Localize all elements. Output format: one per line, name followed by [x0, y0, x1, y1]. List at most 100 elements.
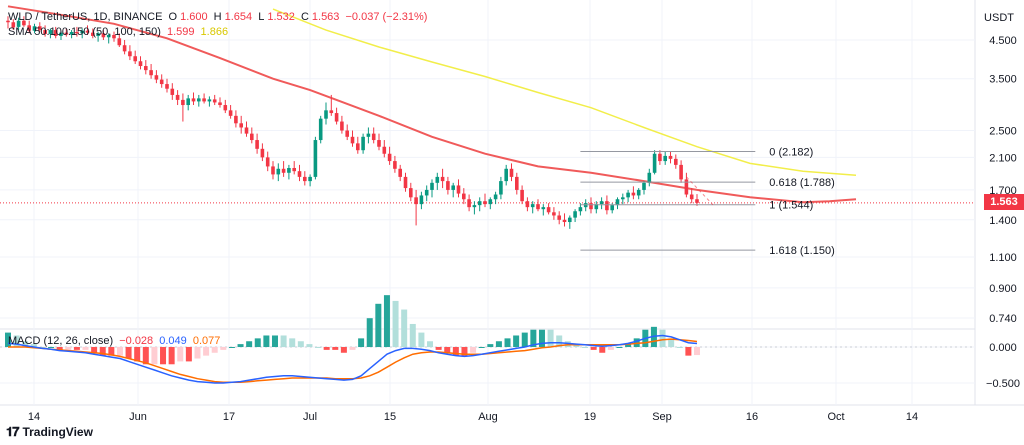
macd-histogram-bar: [444, 347, 451, 353]
tradingview-logo[interactable]: 𝟏𝟕 TradingView: [6, 424, 93, 440]
macd-histogram-bar: [168, 347, 175, 365]
macd-histogram-bar: [237, 344, 244, 347]
candle-body: [440, 176, 445, 182]
macd-histogram-bar: [495, 341, 502, 347]
candle-body: [191, 98, 196, 102]
candle-body: [144, 66, 148, 71]
candle-body: [255, 140, 259, 149]
candle-body: [345, 130, 349, 137]
time-tick-label: Jul: [303, 411, 317, 423]
candle-body: [276, 168, 281, 175]
sma-legend[interactable]: SMA 50:100:150 (50, 100, 150) 1.599 1.86…: [8, 25, 231, 39]
macd-histogram-bar: [513, 335, 520, 347]
candle-body: [297, 171, 302, 177]
candle-body: [684, 179, 689, 195]
candle-body: [318, 118, 323, 141]
candle-body: [658, 153, 662, 162]
candles: [6, 16, 699, 229]
candle-body: [313, 140, 318, 177]
candle-body: [371, 133, 376, 141]
candle-body: [483, 201, 487, 205]
candle-body: [403, 176, 408, 189]
candle-body: [48, 30, 53, 34]
candle-body: [117, 38, 122, 46]
macd-histogram-bar: [659, 329, 666, 347]
macd-histogram-bar: [625, 344, 632, 347]
sma100-value: 1.866: [200, 26, 229, 38]
macd-histogram-bar: [116, 347, 123, 356]
macd-legend[interactable]: MACD (12, 26, close) −0.028 0.049 0.077: [8, 334, 223, 348]
candle-body: [430, 182, 434, 190]
macd-histogram-bar: [91, 347, 98, 353]
candle-body: [435, 176, 440, 183]
macd-histogram-bar: [5, 332, 11, 347]
candle-body: [674, 158, 678, 165]
macd-histogram-bar: [151, 347, 158, 365]
symbol-name[interactable]: WLD / TetherUS, 1D, BINANCE: [8, 11, 163, 23]
candle-body: [292, 167, 296, 172]
candle-body: [106, 34, 111, 38]
candle-body: [573, 211, 577, 218]
candle-body: [589, 203, 593, 210]
time-tick-label: Jun: [129, 411, 147, 423]
macd-histogram-bar: [530, 329, 537, 347]
tradingview-logo-icon: 𝟏𝟕: [6, 424, 20, 439]
price-tick-label: 0.740: [989, 313, 1017, 325]
candle-body: [424, 189, 429, 196]
sma-label[interactable]: SMA 50:100:150 (50, 100, 150): [8, 26, 161, 38]
candle-body: [154, 75, 159, 80]
price-tick-label: 1.700: [989, 185, 1017, 197]
candle-body: [562, 219, 567, 223]
candle-body: [159, 79, 164, 85]
macd-histogram-bar: [607, 347, 614, 350]
open-value: 1.600: [180, 11, 208, 23]
macd-histogram-bar: [220, 347, 227, 350]
candle-body: [303, 176, 307, 182]
time-tick-label: 19: [584, 411, 596, 423]
macd-histogram-bar: [99, 347, 106, 356]
candle-body: [170, 88, 175, 95]
macd-line: [7, 334, 698, 384]
macd-histogram-bar: [573, 344, 580, 347]
macd-histogram-bar: [375, 303, 382, 347]
candle-body: [419, 195, 424, 205]
brand-name: TradingView: [22, 425, 93, 439]
macd-histogram-bar: [582, 347, 589, 348]
symbol-legend: WLD / TetherUS, 1D, BINANCE O 1.600 H 1.65…: [8, 10, 430, 24]
time-tick-label: 14: [906, 411, 918, 423]
macd-histogram-bar: [211, 347, 218, 353]
macd-histogram-bar: [185, 347, 192, 362]
macd-histogram-bar: [590, 347, 597, 350]
candle-body: [520, 189, 524, 202]
macd-histogram-bar: [203, 347, 210, 356]
macd-histogram-bar: [332, 347, 339, 350]
candle-body: [16, 20, 21, 27]
macd-histogram-bar: [246, 341, 253, 347]
candle-body: [281, 168, 286, 173]
fib-level-label: 0.618 (1.788): [769, 177, 834, 189]
price-tick-label: 4.500: [989, 35, 1017, 47]
candle-body: [477, 201, 482, 206]
candle-body: [462, 193, 466, 200]
candle-body: [615, 199, 620, 206]
candle-body: [621, 197, 625, 200]
candle-body: [377, 140, 381, 147]
candle-body: [308, 176, 312, 182]
macd-tick-label: 0.000: [989, 342, 1017, 354]
candle-body: [181, 99, 185, 106]
macd-label[interactable]: MACD (12, 26, close): [8, 335, 114, 347]
macd-histogram-bar: [108, 347, 115, 356]
macd-histogram-bar: [435, 347, 442, 350]
candle-body: [499, 181, 503, 195]
low-label: L: [258, 11, 265, 23]
candle-body: [340, 121, 344, 131]
candle-body: [647, 172, 652, 183]
price-tick-label: 2.100: [989, 152, 1017, 164]
candle-body: [446, 181, 450, 190]
sma50-value: 1.599: [166, 26, 195, 38]
candle-body: [472, 205, 477, 208]
candle-body: [636, 189, 641, 196]
currency-label[interactable]: USDT: [984, 12, 1014, 24]
